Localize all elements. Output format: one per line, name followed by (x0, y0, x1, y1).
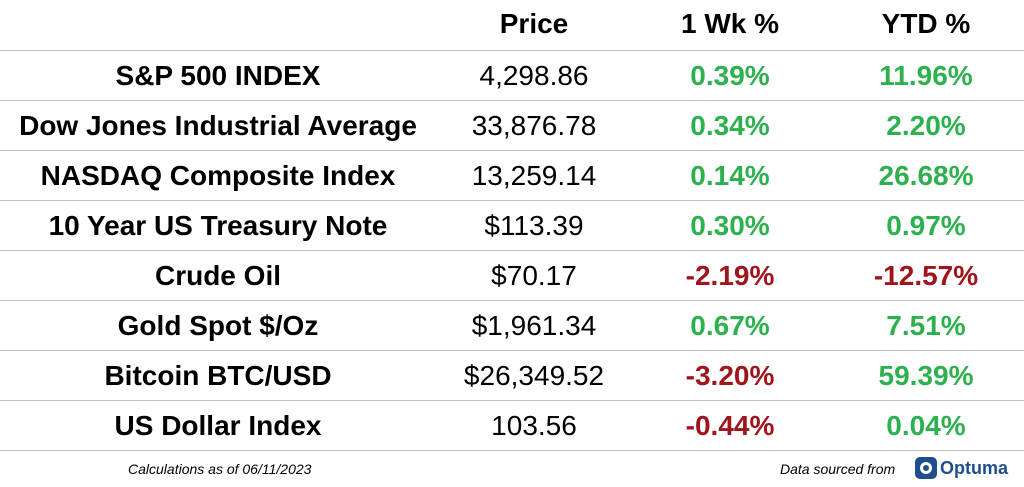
instrument-name: S&P 500 INDEX (115, 60, 321, 91)
optuma-logo-icon (915, 457, 937, 479)
header-week-change: 1 Wk % (680, 8, 780, 39)
week-change-value: -3.20% (685, 360, 775, 391)
calculation-date-note: Calculations as of 06/11/2023 (128, 461, 312, 477)
ytd-change-value: 0.97% (886, 210, 966, 241)
price-value: $1,961.34 (471, 310, 597, 341)
table-row: NASDAQ Composite Index 13,259.14 0.14% 2… (0, 151, 1024, 201)
week-change-value: 0.67% (690, 310, 770, 341)
optuma-logo: Optuma (915, 455, 1008, 481)
price-value: 103.56 (491, 410, 577, 441)
table-row: S&P 500 INDEX 4,298.86 0.39% 11.96% (0, 51, 1024, 101)
header-ytd-change: YTD % (881, 8, 971, 39)
week-change-value: 0.34% (690, 110, 770, 141)
price-value: $70.17 (491, 260, 577, 291)
table-row: US Dollar Index 103.56 -0.44% 0.04% (0, 401, 1024, 451)
week-change-value: -2.19% (685, 260, 775, 291)
ytd-change-value: 59.39% (878, 360, 974, 391)
ytd-change-value: 26.68% (878, 160, 974, 191)
week-change-value: 0.30% (690, 210, 770, 241)
data-source-note: Data sourced from (780, 461, 896, 477)
ytd-change-value: 7.51% (886, 310, 966, 341)
instrument-name: US Dollar Index (114, 410, 322, 441)
price-value: 33,876.78 (471, 110, 597, 141)
table-row: Dow Jones Industrial Average 33,876.78 0… (0, 101, 1024, 151)
table-header: Price 1 Wk % YTD % (0, 0, 1024, 51)
ytd-change-value: 11.96% (879, 60, 973, 91)
week-change-value: 0.14% (690, 160, 770, 191)
ytd-change-value: -12.57% (873, 260, 979, 291)
ytd-change-value: 2.20% (886, 110, 966, 141)
instrument-name: Dow Jones Industrial Average (19, 110, 417, 141)
table-row: Gold Spot $/Oz $1,961.34 0.67% 7.51% (0, 301, 1024, 351)
optuma-logo-text: Optuma (940, 457, 1009, 478)
week-change-value: 0.39% (690, 60, 770, 91)
price-value: 13,259.14 (471, 160, 597, 191)
table-row: Bitcoin BTC/USD $26,349.52 -3.20% 59.39% (0, 351, 1024, 401)
table-row: 10 Year US Treasury Note $113.39 0.30% 0… (0, 201, 1024, 251)
instrument-name: Bitcoin BTC/USD (104, 360, 332, 391)
instrument-name: 10 Year US Treasury Note (48, 210, 388, 241)
price-value: 4,298.86 (479, 60, 589, 91)
price-value: $113.39 (484, 210, 584, 241)
price-value: $26,349.52 (463, 360, 605, 391)
week-change-value: -0.44% (685, 410, 775, 441)
instrument-name: Gold Spot $/Oz (117, 310, 319, 341)
header-price: Price (499, 8, 569, 39)
instrument-name: Crude Oil (154, 260, 281, 291)
instrument-name: NASDAQ Composite Index (40, 160, 396, 191)
table-row: Crude Oil $70.17 -2.19% -12.57% (0, 251, 1024, 301)
ytd-change-value: 0.04% (886, 410, 966, 441)
